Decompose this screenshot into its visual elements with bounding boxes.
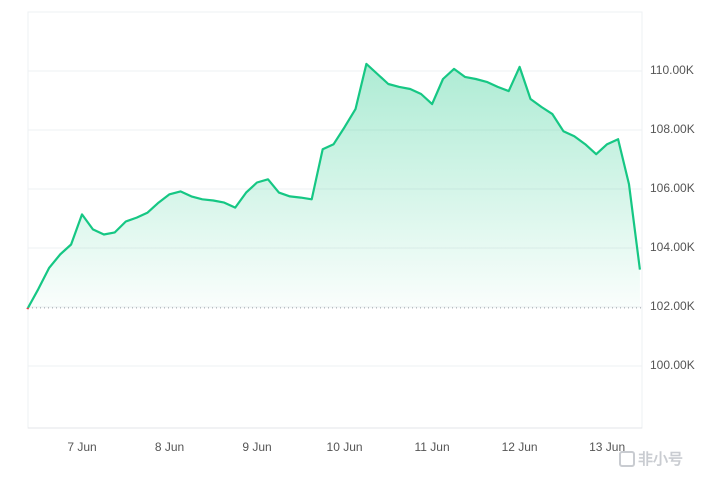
y-tick-label: 108.00K <box>650 122 695 136</box>
area-fill <box>27 63 640 308</box>
x-tick-label: 7 Jun <box>67 440 96 454</box>
y-tick-label: 104.00K <box>650 240 695 254</box>
y-tick-label: 100.00K <box>650 358 695 372</box>
watermark: 非小号 <box>638 450 683 468</box>
x-tick-label: 13 Jun <box>589 440 625 454</box>
watermark-icon <box>619 451 635 467</box>
y-tick-label: 110.00K <box>650 63 694 77</box>
x-tick-label: 12 Jun <box>502 440 538 454</box>
x-tick-label: 9 Jun <box>242 440 271 454</box>
y-tick-label: 102.00K <box>650 299 695 313</box>
price-line <box>26 62 641 308</box>
x-tick-label: 10 Jun <box>327 440 363 454</box>
x-tick-label: 11 Jun <box>415 440 450 454</box>
y-tick-label: 106.00K <box>650 181 695 195</box>
x-tick-label: 8 Jun <box>155 440 184 454</box>
